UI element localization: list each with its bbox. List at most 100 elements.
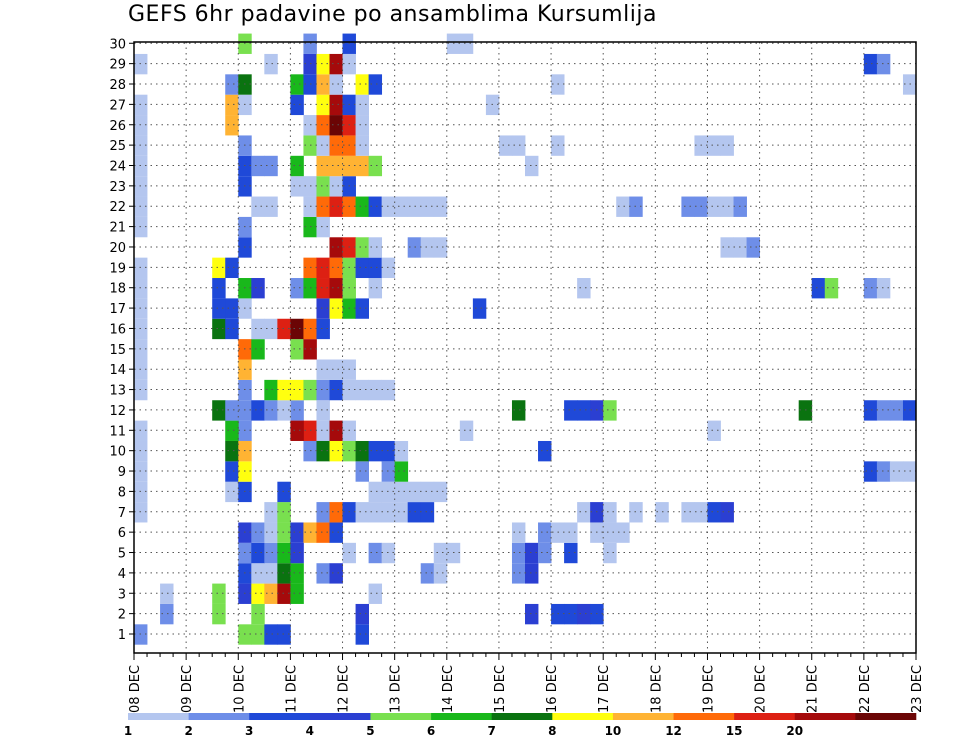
colorbar-label: 12	[665, 724, 682, 738]
heatmap-cell	[538, 542, 552, 564]
heatmap-cell	[225, 461, 239, 482]
heatmap-cell	[420, 481, 435, 503]
colorbar-swatch	[794, 713, 856, 720]
heatmap-cell	[160, 603, 174, 625]
x-tick-label: 16 DEC	[545, 665, 560, 713]
heatmap-cell	[277, 583, 291, 604]
heatmap-cell	[368, 155, 383, 177]
heatmap-cell	[525, 155, 539, 177]
heatmap-cell	[342, 135, 356, 156]
heatmap-cell	[394, 461, 409, 482]
heatmap-cell	[251, 603, 265, 625]
heatmap-cell	[407, 502, 422, 523]
heatmap-cell	[525, 563, 539, 584]
heatmap-cell	[355, 603, 369, 625]
y-tick-label: 28	[109, 78, 126, 93]
chart-title: GEFS 6hr padavine po ansamblima Kursumli…	[128, 2, 657, 27]
heatmap-cell	[264, 53, 278, 75]
colorbar-swatch	[188, 713, 250, 720]
heatmap-cell	[603, 522, 617, 543]
heatmap-cell	[863, 461, 878, 482]
heatmap-cell	[681, 196, 695, 217]
heatmap-cell	[264, 502, 278, 523]
heatmap-cell	[316, 155, 330, 177]
heatmap-cell	[264, 318, 278, 340]
heatmap-cell	[316, 318, 330, 340]
heatmap-cell	[876, 53, 891, 75]
y-tick-label: 12	[109, 404, 126, 419]
heatmap-cell	[720, 135, 734, 156]
heatmap-cell	[394, 481, 409, 503]
heatmap-cell	[863, 400, 878, 421]
heatmap-cell	[329, 379, 343, 401]
heatmap-cell	[707, 135, 721, 156]
colorbar-swatch	[552, 713, 614, 720]
colorbar-label: 20	[786, 724, 803, 738]
heatmap-cell	[290, 176, 304, 197]
heatmap-cell	[694, 135, 708, 156]
heatmap-cell	[264, 542, 278, 564]
heatmap-cell	[551, 603, 565, 625]
y-tick-label: 21	[109, 221, 126, 236]
x-tick-label: 21 DEC	[806, 665, 821, 713]
heatmap-cell	[511, 135, 526, 156]
heatmap-cell	[459, 33, 474, 54]
heatmap-cell	[394, 440, 409, 462]
heatmap-cell	[707, 196, 721, 217]
heatmap-cell	[459, 420, 474, 441]
heatmap-cell	[355, 196, 369, 217]
heatmap-cell	[238, 522, 252, 543]
heatmap-cell	[316, 400, 330, 421]
x-tick-label: 23 DEC	[910, 665, 925, 713]
heatmap-cell	[394, 196, 409, 217]
heatmap-cell	[316, 74, 330, 95]
colorbar-swatch	[612, 713, 674, 720]
heatmap-cell	[329, 502, 343, 523]
y-tick-label: 27	[109, 98, 126, 113]
y-tick-label: 30	[109, 37, 126, 52]
heatmap-cell	[238, 379, 252, 401]
heatmap-cell	[472, 298, 487, 319]
heatmap-cell	[577, 400, 591, 421]
heatmap-cell	[590, 522, 604, 543]
y-tick-label: 22	[109, 200, 126, 215]
x-tick-label: 22 DEC	[858, 665, 873, 713]
colorbar-swatch	[309, 713, 371, 720]
heatmap-cell	[290, 400, 304, 421]
heatmap-cell	[446, 542, 461, 564]
heatmap-cell	[511, 563, 526, 584]
heatmap-cell	[264, 379, 278, 401]
heatmap-cell	[290, 379, 304, 401]
heatmap-cell	[525, 542, 539, 564]
heatmap-cell	[316, 176, 330, 197]
heatmap-cell	[355, 257, 369, 279]
heatmap-cell	[329, 359, 343, 380]
heatmap-cell	[316, 278, 330, 299]
colorbar-label: 2	[184, 724, 192, 738]
heatmap-cell	[577, 278, 591, 299]
heatmap-cell	[355, 135, 369, 156]
heatmap-cell	[212, 583, 226, 604]
heatmap-cell	[290, 318, 304, 340]
heatmap-cell	[277, 481, 291, 503]
heatmap-cell	[407, 481, 422, 503]
y-tick-label: 3	[118, 587, 126, 602]
heatmap-cell	[420, 502, 435, 523]
heatmap-cell	[511, 522, 526, 543]
heatmap-cell	[420, 237, 435, 258]
x-tick-label: 15 DEC	[493, 665, 508, 713]
heatmap-cell	[420, 563, 435, 584]
heatmap-cell	[225, 115, 239, 136]
heatmap-cell	[316, 502, 330, 523]
heatmap-cell	[590, 603, 604, 625]
heatmap-cell	[251, 278, 265, 299]
heatmap-cell	[407, 237, 422, 258]
heatmap-cell	[225, 420, 239, 441]
y-tick-label: 7	[118, 506, 126, 521]
y-tick-label: 4	[118, 567, 126, 582]
heatmap-cell	[342, 379, 356, 401]
colorbar-label: 8	[548, 724, 556, 738]
heatmap-cell	[238, 542, 252, 564]
heatmap-cell	[368, 481, 383, 503]
